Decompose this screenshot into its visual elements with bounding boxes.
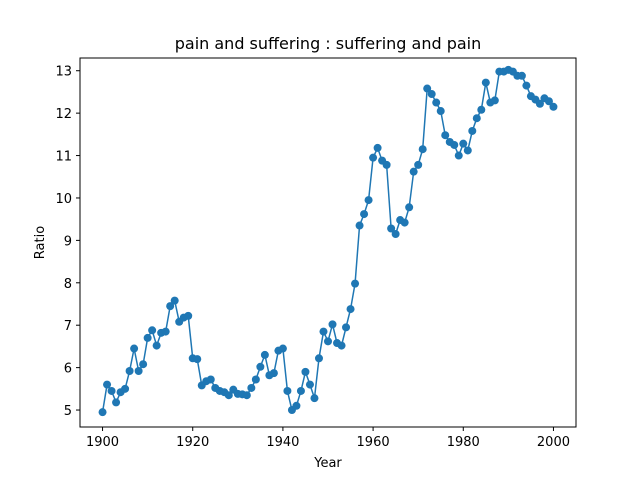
data-point	[98, 408, 107, 417]
data-point	[373, 143, 382, 152]
y-tick-label: 13	[55, 65, 72, 80]
data-point	[112, 398, 121, 407]
data-point	[143, 333, 152, 342]
data-point	[549, 102, 558, 111]
data-point	[490, 96, 499, 105]
data-point	[184, 311, 193, 320]
data-point	[427, 90, 436, 99]
data-point	[544, 97, 553, 106]
data-point	[278, 344, 287, 353]
data-point	[283, 386, 292, 395]
data-point	[351, 279, 360, 288]
y-axis-label: Ratio	[33, 226, 48, 259]
x-tick-label: 1900	[86, 435, 119, 450]
data-point	[400, 218, 409, 227]
data-point	[161, 327, 170, 336]
data-point	[481, 78, 490, 87]
data-point	[134, 367, 143, 376]
data-point	[454, 151, 463, 160]
data-point	[103, 380, 112, 389]
y-axis: 5 6 7 8 9 10 11 12 13	[55, 65, 80, 419]
x-axis: 1900 1920 1940 1960 1980 2000	[86, 427, 570, 450]
data-point	[319, 327, 328, 336]
data-point	[337, 341, 346, 350]
data-point	[463, 146, 472, 155]
data-point	[472, 114, 481, 123]
x-axis-label: Year	[313, 456, 342, 471]
data-point	[305, 380, 314, 389]
data-point	[251, 375, 260, 384]
y-tick-label: 7	[64, 319, 72, 334]
data-point	[130, 344, 139, 353]
data-point	[260, 350, 269, 359]
x-tick-label: 1920	[176, 435, 209, 450]
y-tick-label: 9	[64, 234, 72, 249]
y-tick-label: 6	[64, 362, 72, 377]
data-point	[301, 367, 310, 376]
chart-title: pain and suffering : suffering and pain	[175, 34, 482, 53]
data-point	[310, 394, 319, 403]
data-point	[535, 99, 544, 108]
series-line	[101, 69, 555, 413]
data-point	[125, 367, 134, 376]
y-tick-label: 12	[55, 107, 72, 122]
y-tick-label: 5	[64, 404, 72, 419]
data-point	[441, 131, 450, 140]
data-point	[369, 153, 378, 162]
data-point	[450, 140, 459, 149]
data-point	[206, 375, 215, 384]
x-tick-label: 1980	[447, 435, 480, 450]
y-tick-label: 11	[55, 150, 72, 165]
data-point	[107, 386, 116, 395]
data-point	[256, 362, 265, 371]
data-point	[170, 296, 179, 305]
x-tick-label: 2000	[537, 435, 570, 450]
data-point	[166, 302, 175, 311]
data-point	[522, 81, 531, 90]
data-point	[355, 221, 364, 230]
y-tick-label: 8	[64, 277, 72, 292]
data-point	[423, 84, 432, 93]
axes-frame	[79, 57, 577, 428]
data-point	[409, 167, 418, 176]
data-point	[459, 139, 468, 148]
x-tick-label: 1940	[266, 435, 299, 450]
data-point	[247, 383, 256, 392]
data-point	[139, 360, 148, 369]
data-point	[121, 384, 130, 393]
data-point	[148, 326, 157, 335]
data-point	[269, 369, 278, 378]
data-point	[324, 337, 332, 346]
data-point	[468, 126, 477, 135]
data-point	[328, 320, 337, 329]
data-point	[346, 305, 355, 314]
data-point	[242, 391, 251, 400]
data-point	[342, 323, 351, 332]
data-point	[152, 341, 161, 350]
data-point	[418, 145, 427, 154]
data-point	[224, 391, 233, 400]
data-point	[414, 160, 423, 169]
data-point	[360, 210, 369, 219]
data-point	[364, 196, 373, 205]
data-point	[477, 105, 486, 114]
data-point	[517, 71, 526, 80]
data-point	[405, 203, 414, 212]
data-point	[391, 230, 400, 239]
data-point	[436, 107, 445, 116]
data-point	[193, 355, 202, 364]
data-point	[432, 98, 441, 107]
data-point	[292, 401, 301, 410]
data-point	[314, 354, 323, 363]
y-tick-label: 10	[55, 192, 72, 207]
data-point	[296, 386, 305, 395]
data-point	[382, 160, 391, 169]
plot-area	[98, 65, 558, 417]
data-point	[387, 224, 396, 233]
x-tick-label: 1960	[357, 435, 390, 450]
